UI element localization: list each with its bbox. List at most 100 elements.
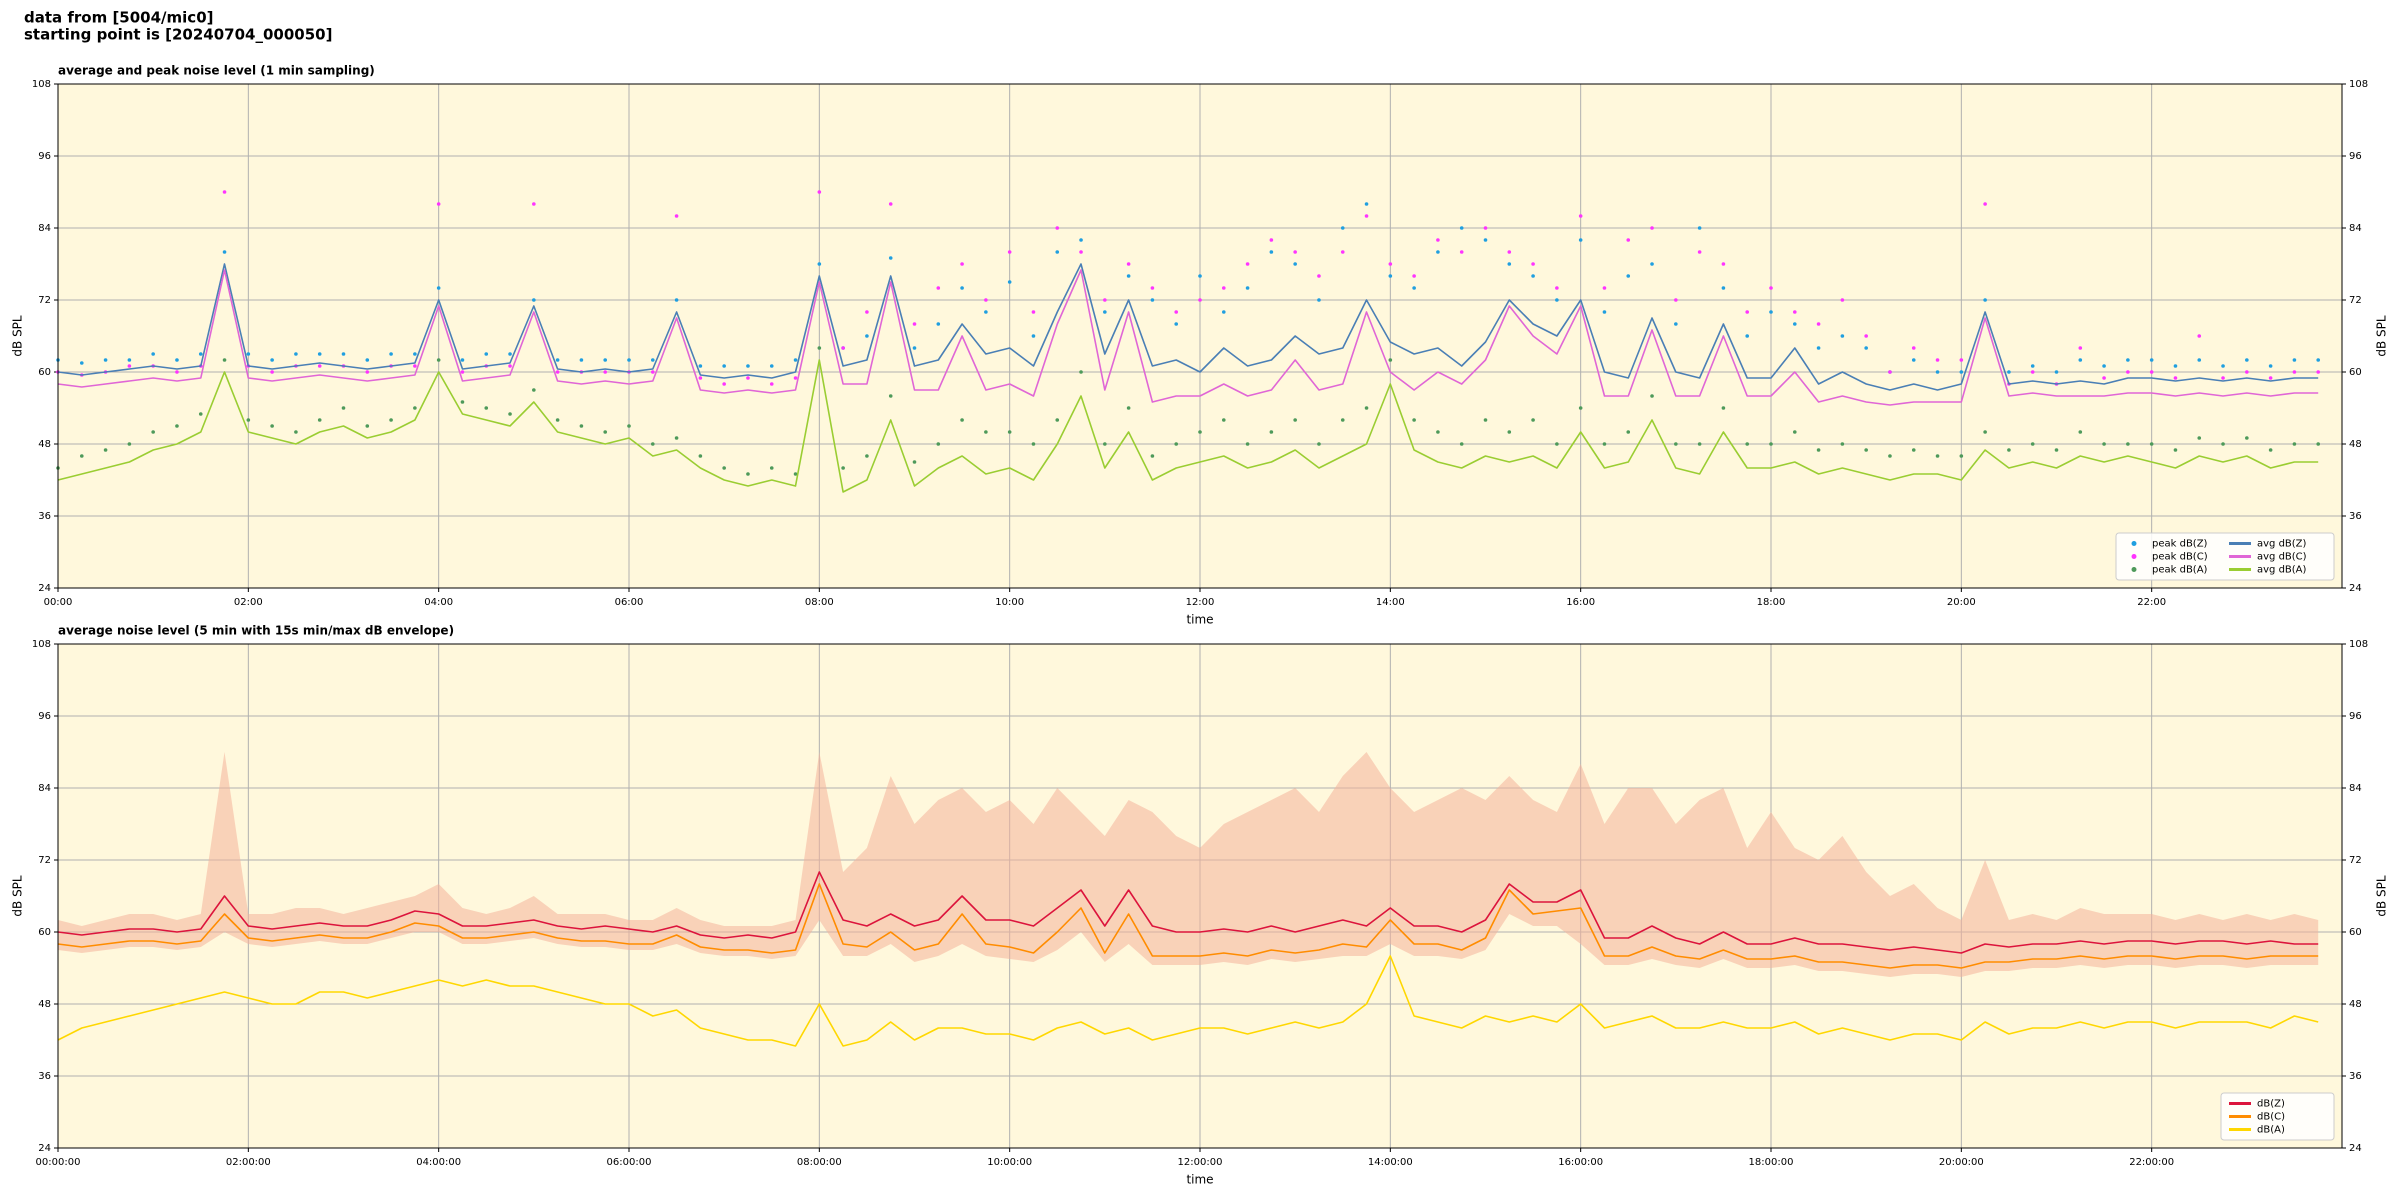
peak-point <box>389 418 393 422</box>
peak-point <box>151 430 155 434</box>
y-tick-label: 60 <box>38 367 51 378</box>
plot-frame <box>57 83 2343 589</box>
peak-point <box>1079 250 1083 254</box>
peak-point <box>317 418 322 422</box>
peak-point <box>1959 454 1964 458</box>
peak-point <box>246 352 251 356</box>
y-tick-label: 108 <box>32 79 51 90</box>
peak-point <box>1412 418 1416 422</box>
peak-point <box>1031 310 1036 314</box>
y2-tick-label: 24 <box>2349 583 2362 594</box>
y2-tick-label: 108 <box>2349 639 2368 650</box>
peak-point <box>1198 298 1202 302</box>
x-tick-label: 04:00:00 <box>416 1157 461 1168</box>
peak-point <box>2245 358 2249 362</box>
series-line <box>57 871 2319 954</box>
peak-point <box>2245 370 2249 374</box>
peak-point <box>984 298 988 302</box>
peak-point <box>413 406 417 410</box>
peak-point <box>2245 436 2249 440</box>
y-tick-label: 36 <box>38 511 51 522</box>
peak-point <box>769 466 774 470</box>
peak-point <box>532 298 536 302</box>
x-tick-label: 10:00 <box>995 597 1024 608</box>
peak-point <box>1340 250 1345 254</box>
peak-point <box>2149 442 2154 446</box>
peak-point <box>817 190 822 194</box>
peak-point <box>413 364 417 368</box>
legend-label: dB(C) <box>2257 1112 2285 1123</box>
peak-point <box>1697 226 1702 230</box>
peak-point <box>1103 442 1107 446</box>
peak-point <box>2197 436 2202 440</box>
peak-point <box>674 436 679 440</box>
peak-point <box>175 424 179 428</box>
peak-point <box>1674 298 1678 302</box>
peak-point <box>103 358 108 362</box>
x-axis-label: time <box>1186 1173 1213 1187</box>
y2-tick-label: 72 <box>2349 295 2362 306</box>
peak-point <box>365 358 370 362</box>
peak-point <box>650 358 655 362</box>
peak-point <box>2268 364 2273 368</box>
peak-point <box>1150 454 1155 458</box>
peak-point <box>1436 430 1440 434</box>
peak-point <box>2292 358 2297 362</box>
peak-point <box>1888 454 1892 458</box>
peak-point <box>603 430 608 434</box>
x-tick-label: 02:00:00 <box>226 1157 271 1168</box>
peak-point <box>532 202 536 206</box>
peak-point <box>746 376 750 380</box>
peak-point <box>1340 418 1345 422</box>
peak-point <box>389 352 393 356</box>
x-tick-label: 14:00 <box>1376 597 1405 608</box>
peak-point <box>1840 298 1845 302</box>
peak-point <box>1983 430 1987 434</box>
peak-point <box>1317 442 1321 446</box>
peak-point <box>1507 250 1512 254</box>
peak-point <box>817 346 822 350</box>
peak-point <box>2030 364 2035 368</box>
y2-tick-label: 48 <box>2349 439 2362 450</box>
peak-point <box>1412 274 1416 278</box>
peak-point <box>1959 358 1964 362</box>
peak-point <box>555 418 560 422</box>
peak-point <box>2221 364 2225 368</box>
peak-point <box>1721 286 1726 290</box>
peak-point <box>984 310 988 314</box>
peak-point <box>270 370 274 374</box>
plot-frame <box>57 643 2343 1149</box>
peak-point <box>603 358 608 362</box>
peak-point <box>1602 442 1607 446</box>
peak-point <box>436 358 441 362</box>
peak-point <box>936 286 941 290</box>
peak-point <box>1626 274 1631 278</box>
y-tick-label: 84 <box>38 783 51 794</box>
peak-point <box>650 442 655 446</box>
peak-point <box>1792 430 1797 434</box>
peak-point <box>1174 322 1179 326</box>
peak-point <box>175 358 179 362</box>
peak-point <box>365 424 370 428</box>
peak-point <box>1221 418 1226 422</box>
peak-point <box>793 376 798 380</box>
peak-point <box>722 466 726 470</box>
peak-point <box>1864 346 1868 350</box>
peak-point <box>579 358 584 362</box>
peak-point <box>2292 442 2297 446</box>
peak-point <box>746 472 750 476</box>
peak-point <box>1007 430 1012 434</box>
x-tick-label: 16:00 <box>1566 597 1595 608</box>
x-tick-label: 02:00 <box>234 597 263 608</box>
peak-point <box>2197 358 2202 362</box>
peak-point <box>1959 370 1964 374</box>
y2-tick-label: 96 <box>2349 151 2362 162</box>
peak-point <box>508 352 512 356</box>
x-tick-label: 06:00 <box>615 597 644 608</box>
peak-point <box>127 442 132 446</box>
peak-point <box>413 352 417 356</box>
peak-point <box>1459 250 1464 254</box>
peak-point <box>1769 286 1773 290</box>
y-tick-label: 36 <box>38 1071 51 1082</box>
peak-point <box>270 424 274 428</box>
